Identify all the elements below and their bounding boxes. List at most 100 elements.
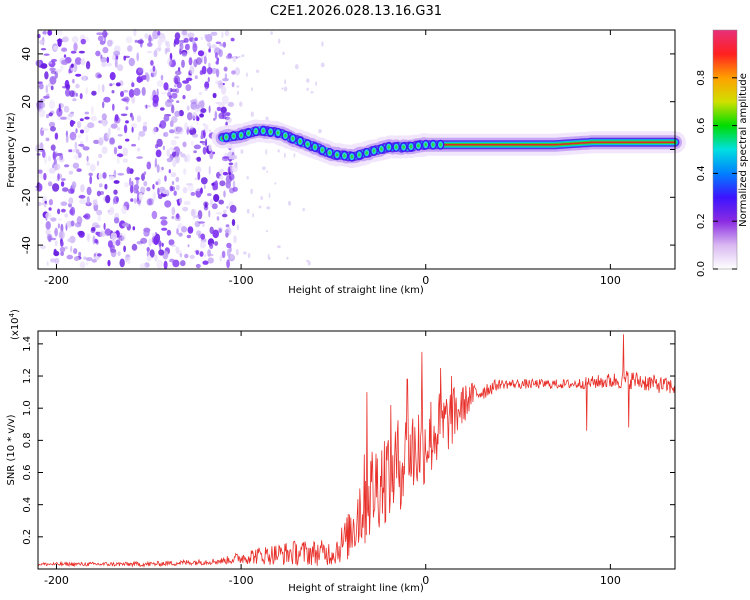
noise-blob — [50, 126, 56, 132]
noise-blob — [225, 224, 230, 228]
noise-blob — [190, 191, 196, 196]
noise-blob — [155, 149, 162, 158]
noise-blob — [60, 201, 68, 206]
trace-bead-core — [431, 143, 435, 147]
noise-blob — [210, 198, 213, 207]
noise-blob — [76, 168, 82, 173]
noise-blob — [60, 223, 64, 233]
noise-blob — [176, 228, 179, 235]
noise-blob — [182, 95, 186, 100]
noise-blob — [122, 147, 128, 156]
noise-blob — [101, 113, 107, 121]
trace-bead-core — [402, 145, 405, 149]
noise-blob — [250, 111, 254, 117]
noise-blob — [184, 155, 188, 162]
noise-blob — [211, 44, 217, 49]
noise-blob — [182, 186, 188, 194]
trace-bead-core — [306, 142, 309, 146]
noise-blob — [200, 134, 204, 140]
noise-blob — [67, 238, 72, 242]
noise-blob — [144, 33, 149, 39]
noise-blob — [146, 187, 151, 192]
noise-blob — [274, 182, 277, 185]
noise-blob — [145, 104, 148, 109]
noise-blob — [86, 196, 90, 205]
noise-blob — [109, 248, 117, 253]
noise-blob — [233, 235, 237, 244]
noise-blob — [197, 50, 205, 57]
noise-blob — [203, 204, 209, 211]
noise-blob — [40, 245, 46, 250]
noise-blob — [153, 126, 157, 135]
noise-blob — [194, 177, 199, 181]
noise-blob — [156, 138, 163, 148]
noise-blob — [97, 83, 101, 93]
noise-blob — [214, 241, 219, 246]
noise-blob — [195, 188, 201, 192]
noise-blob — [125, 120, 129, 124]
noise-blob — [192, 43, 198, 52]
noise-blob — [266, 206, 271, 210]
noise-blob — [202, 260, 209, 265]
noise-blob — [171, 116, 178, 123]
noise-blob — [184, 253, 189, 259]
noise-blob — [236, 90, 239, 96]
noise-blob — [106, 131, 111, 140]
noise-blob — [117, 134, 123, 137]
noise-blob — [215, 68, 220, 78]
noise-blob — [237, 56, 241, 59]
noise-blob — [75, 148, 80, 155]
noise-blob — [73, 42, 78, 52]
noise-blob — [148, 34, 152, 44]
noise-blob — [196, 57, 202, 65]
noise-blob — [278, 38, 281, 44]
trace-bead-core — [358, 153, 361, 157]
noise-blob — [61, 47, 68, 52]
noise-blob — [123, 89, 129, 93]
noise-blob — [109, 83, 113, 87]
noise-blob — [115, 239, 121, 246]
noise-blob — [37, 169, 43, 174]
noise-blob — [201, 223, 206, 228]
noise-blob — [131, 243, 138, 251]
noise-blob — [270, 31, 273, 35]
noise-blob — [58, 218, 62, 221]
noise-blob — [45, 85, 49, 94]
noise-blob — [230, 37, 235, 42]
noise-blob — [246, 176, 249, 180]
noise-blob — [247, 252, 251, 259]
noise-blob — [49, 76, 57, 85]
noise-blob — [97, 215, 101, 222]
noise-blob — [43, 30, 47, 36]
noise-blob — [197, 171, 201, 181]
noise-blob — [120, 113, 128, 117]
noise-blob — [151, 210, 158, 220]
trace-bead-core — [380, 147, 383, 151]
colorbar-tick-label: 0.0 — [696, 261, 707, 277]
noise-blob — [164, 40, 168, 46]
trace-bead-core — [365, 151, 368, 155]
noise-blob — [104, 120, 109, 125]
noise-blob — [104, 183, 108, 190]
noise-blob — [64, 246, 68, 250]
x-tick-label: -200 — [44, 574, 69, 587]
noise-blob — [152, 65, 156, 72]
noise-blob — [223, 209, 227, 215]
noise-blob — [132, 226, 136, 231]
colorbar: 0.0 0.2 0.4 0.6 0.8 Normalized spectral ampl… — [696, 29, 749, 277]
noise-blob — [234, 67, 241, 76]
noise-blob — [96, 160, 100, 166]
noise-blob — [48, 112, 53, 117]
noise-blob — [162, 145, 165, 151]
noise-blob — [83, 125, 90, 134]
noise-blob — [185, 183, 193, 186]
noise-blob — [169, 185, 174, 192]
noise-blob — [127, 45, 133, 52]
noise-blob — [74, 57, 82, 65]
noise-blob — [146, 161, 152, 170]
noise-blob — [48, 199, 54, 206]
noise-blob — [202, 123, 206, 126]
noise-blob — [43, 53, 50, 56]
y-tick-label: 20 — [20, 95, 33, 109]
